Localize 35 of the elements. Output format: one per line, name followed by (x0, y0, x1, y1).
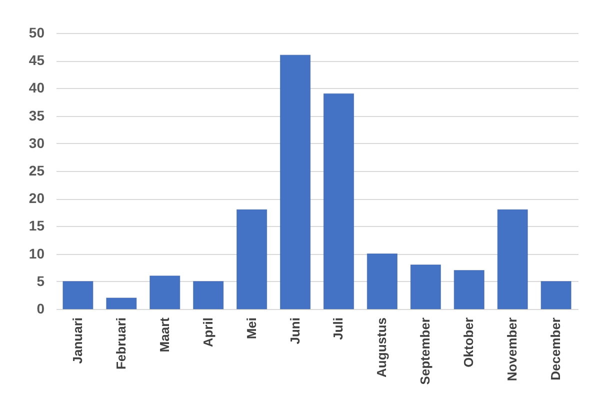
y-tick-label: 40 (28, 80, 45, 96)
y-tick-label: 35 (28, 107, 45, 124)
bar (280, 54, 311, 310)
bar (193, 281, 224, 310)
bar (150, 276, 180, 310)
x-tick-label: Mei (244, 318, 259, 340)
y-tick-label: 30 (28, 134, 45, 151)
bar (323, 93, 354, 310)
y-tick-label: 15 (28, 218, 45, 234)
bar (497, 209, 528, 310)
bar (62, 281, 94, 310)
x-tick-label: September (418, 318, 433, 385)
x-tick-label: Februari (113, 318, 128, 370)
x-tick-label: Januari (70, 318, 85, 364)
x-tick-label: Juli (330, 318, 346, 340)
y-tick-label: 0 (36, 300, 45, 316)
bar (454, 270, 484, 310)
y-tick-label: 20 (28, 190, 45, 206)
y-tick-label: 10 (28, 245, 45, 262)
bar (236, 209, 268, 310)
x-tick-label: Juni (287, 318, 302, 344)
x-tick-label: Augustus (374, 318, 390, 378)
y-tick-label: 45 (28, 52, 45, 68)
x-tick-label: April (200, 318, 216, 348)
x-tick-label: November (504, 318, 520, 382)
y-tick-label: 25 (28, 162, 45, 178)
bar (540, 281, 572, 310)
x-tick-label: Maart (156, 316, 172, 352)
y-tick-label: 50 (28, 24, 45, 40)
x-tick-label: Oktober (461, 318, 476, 368)
bar (106, 298, 137, 310)
x-tick-label: December (548, 318, 564, 380)
bar (410, 264, 441, 310)
bar (366, 254, 398, 310)
y-tick-label: 5 (36, 272, 45, 289)
